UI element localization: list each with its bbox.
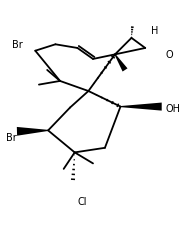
Text: O: O [165,50,173,60]
Text: OH: OH [165,103,180,113]
Text: Br: Br [12,40,23,50]
Polygon shape [17,127,48,136]
Polygon shape [121,103,162,111]
Text: Cl: Cl [77,197,87,207]
Polygon shape [115,55,128,72]
Text: H: H [151,25,158,35]
Text: Br: Br [6,132,17,142]
